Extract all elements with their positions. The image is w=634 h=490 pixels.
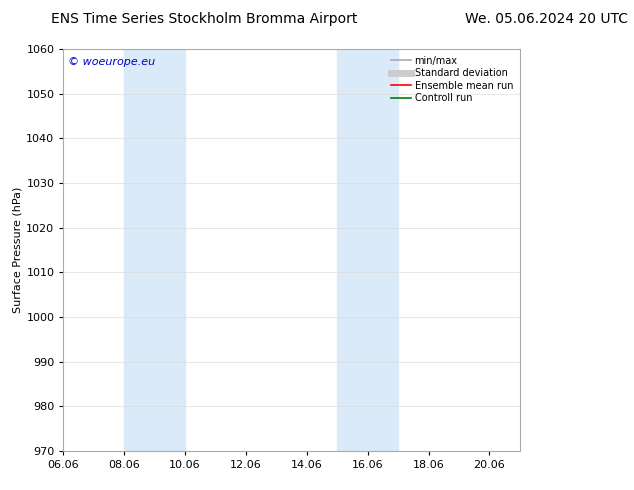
Legend: min/max, Standard deviation, Ensemble mean run, Controll run: min/max, Standard deviation, Ensemble me…	[389, 54, 515, 105]
Y-axis label: Surface Pressure (hPa): Surface Pressure (hPa)	[12, 187, 22, 313]
Text: © woeurope.eu: © woeurope.eu	[68, 57, 155, 67]
Bar	[337, 49, 398, 451]
Text: ENS Time Series Stockholm Bromma Airport: ENS Time Series Stockholm Bromma Airport	[51, 12, 357, 26]
Text: We. 05.06.2024 20 UTC: We. 05.06.2024 20 UTC	[465, 12, 628, 26]
Bar	[124, 49, 185, 451]
